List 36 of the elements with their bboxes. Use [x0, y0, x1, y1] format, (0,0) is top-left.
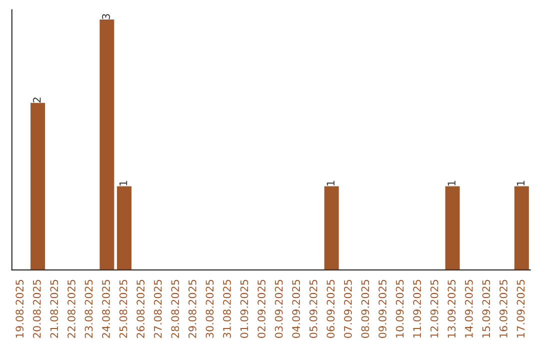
- x-tick-label: 09.09.2025: [378, 280, 386, 338]
- x-tick-label: 02.09.2025: [258, 280, 266, 338]
- x-tick-label: 08.09.2025: [361, 280, 370, 338]
- x-tick-label: 22.08.2025: [68, 280, 76, 338]
- x-tick-label: 27.08.2025: [154, 280, 162, 338]
- x-tick-label: 29.08.2025: [188, 280, 196, 338]
- data-label: 2: [32, 98, 41, 102]
- data-label: 1: [326, 180, 334, 186]
- x-tick-label: 19.08.2025: [16, 280, 24, 338]
- x-tick-label: 10.09.2025: [396, 280, 404, 338]
- x-tick-label: 07.09.2025: [344, 280, 352, 338]
- data-label: 1: [119, 180, 128, 186]
- x-tick-label: 11.09.2025: [413, 280, 421, 338]
- x-tick-label: 15.09.2025: [482, 280, 490, 338]
- x-tick-label: 20.08.2025: [32, 280, 41, 338]
- x-tick-label: 12.09.2025: [430, 280, 438, 338]
- x-tick-label: 05.09.2025: [309, 280, 318, 338]
- x-tick-label: 03.09.2025: [274, 280, 283, 338]
- x-tick-label: 16.09.2025: [500, 280, 508, 338]
- x-tick-label: 30.08.2025: [206, 280, 214, 338]
- x-tick-label: 04.09.2025: [292, 280, 300, 338]
- x-tick-label: 17.09.2025: [516, 280, 525, 338]
- x-tick-label: 25.08.2025: [119, 280, 128, 338]
- x-tick-label: 31.08.2025: [223, 280, 231, 338]
- x-tick-label: 26.08.2025: [136, 280, 144, 338]
- x-tick-label: 13.09.2025: [448, 280, 456, 338]
- x-tick-label: 01.09.2025: [240, 280, 248, 338]
- data-label: 3: [102, 14, 110, 20]
- x-tick-label: 21.08.2025: [50, 280, 58, 338]
- x-tick-label: 06.09.2025: [326, 280, 335, 338]
- x-tick-label: 24.08.2025: [102, 280, 110, 338]
- data-label: 1: [448, 180, 456, 186]
- x-tick-label: 23.08.2025: [84, 280, 93, 338]
- x-tick-label: 14.09.2025: [464, 280, 473, 338]
- data-label: 1: [516, 180, 525, 186]
- x-tick-label: 28.08.2025: [171, 280, 180, 338]
